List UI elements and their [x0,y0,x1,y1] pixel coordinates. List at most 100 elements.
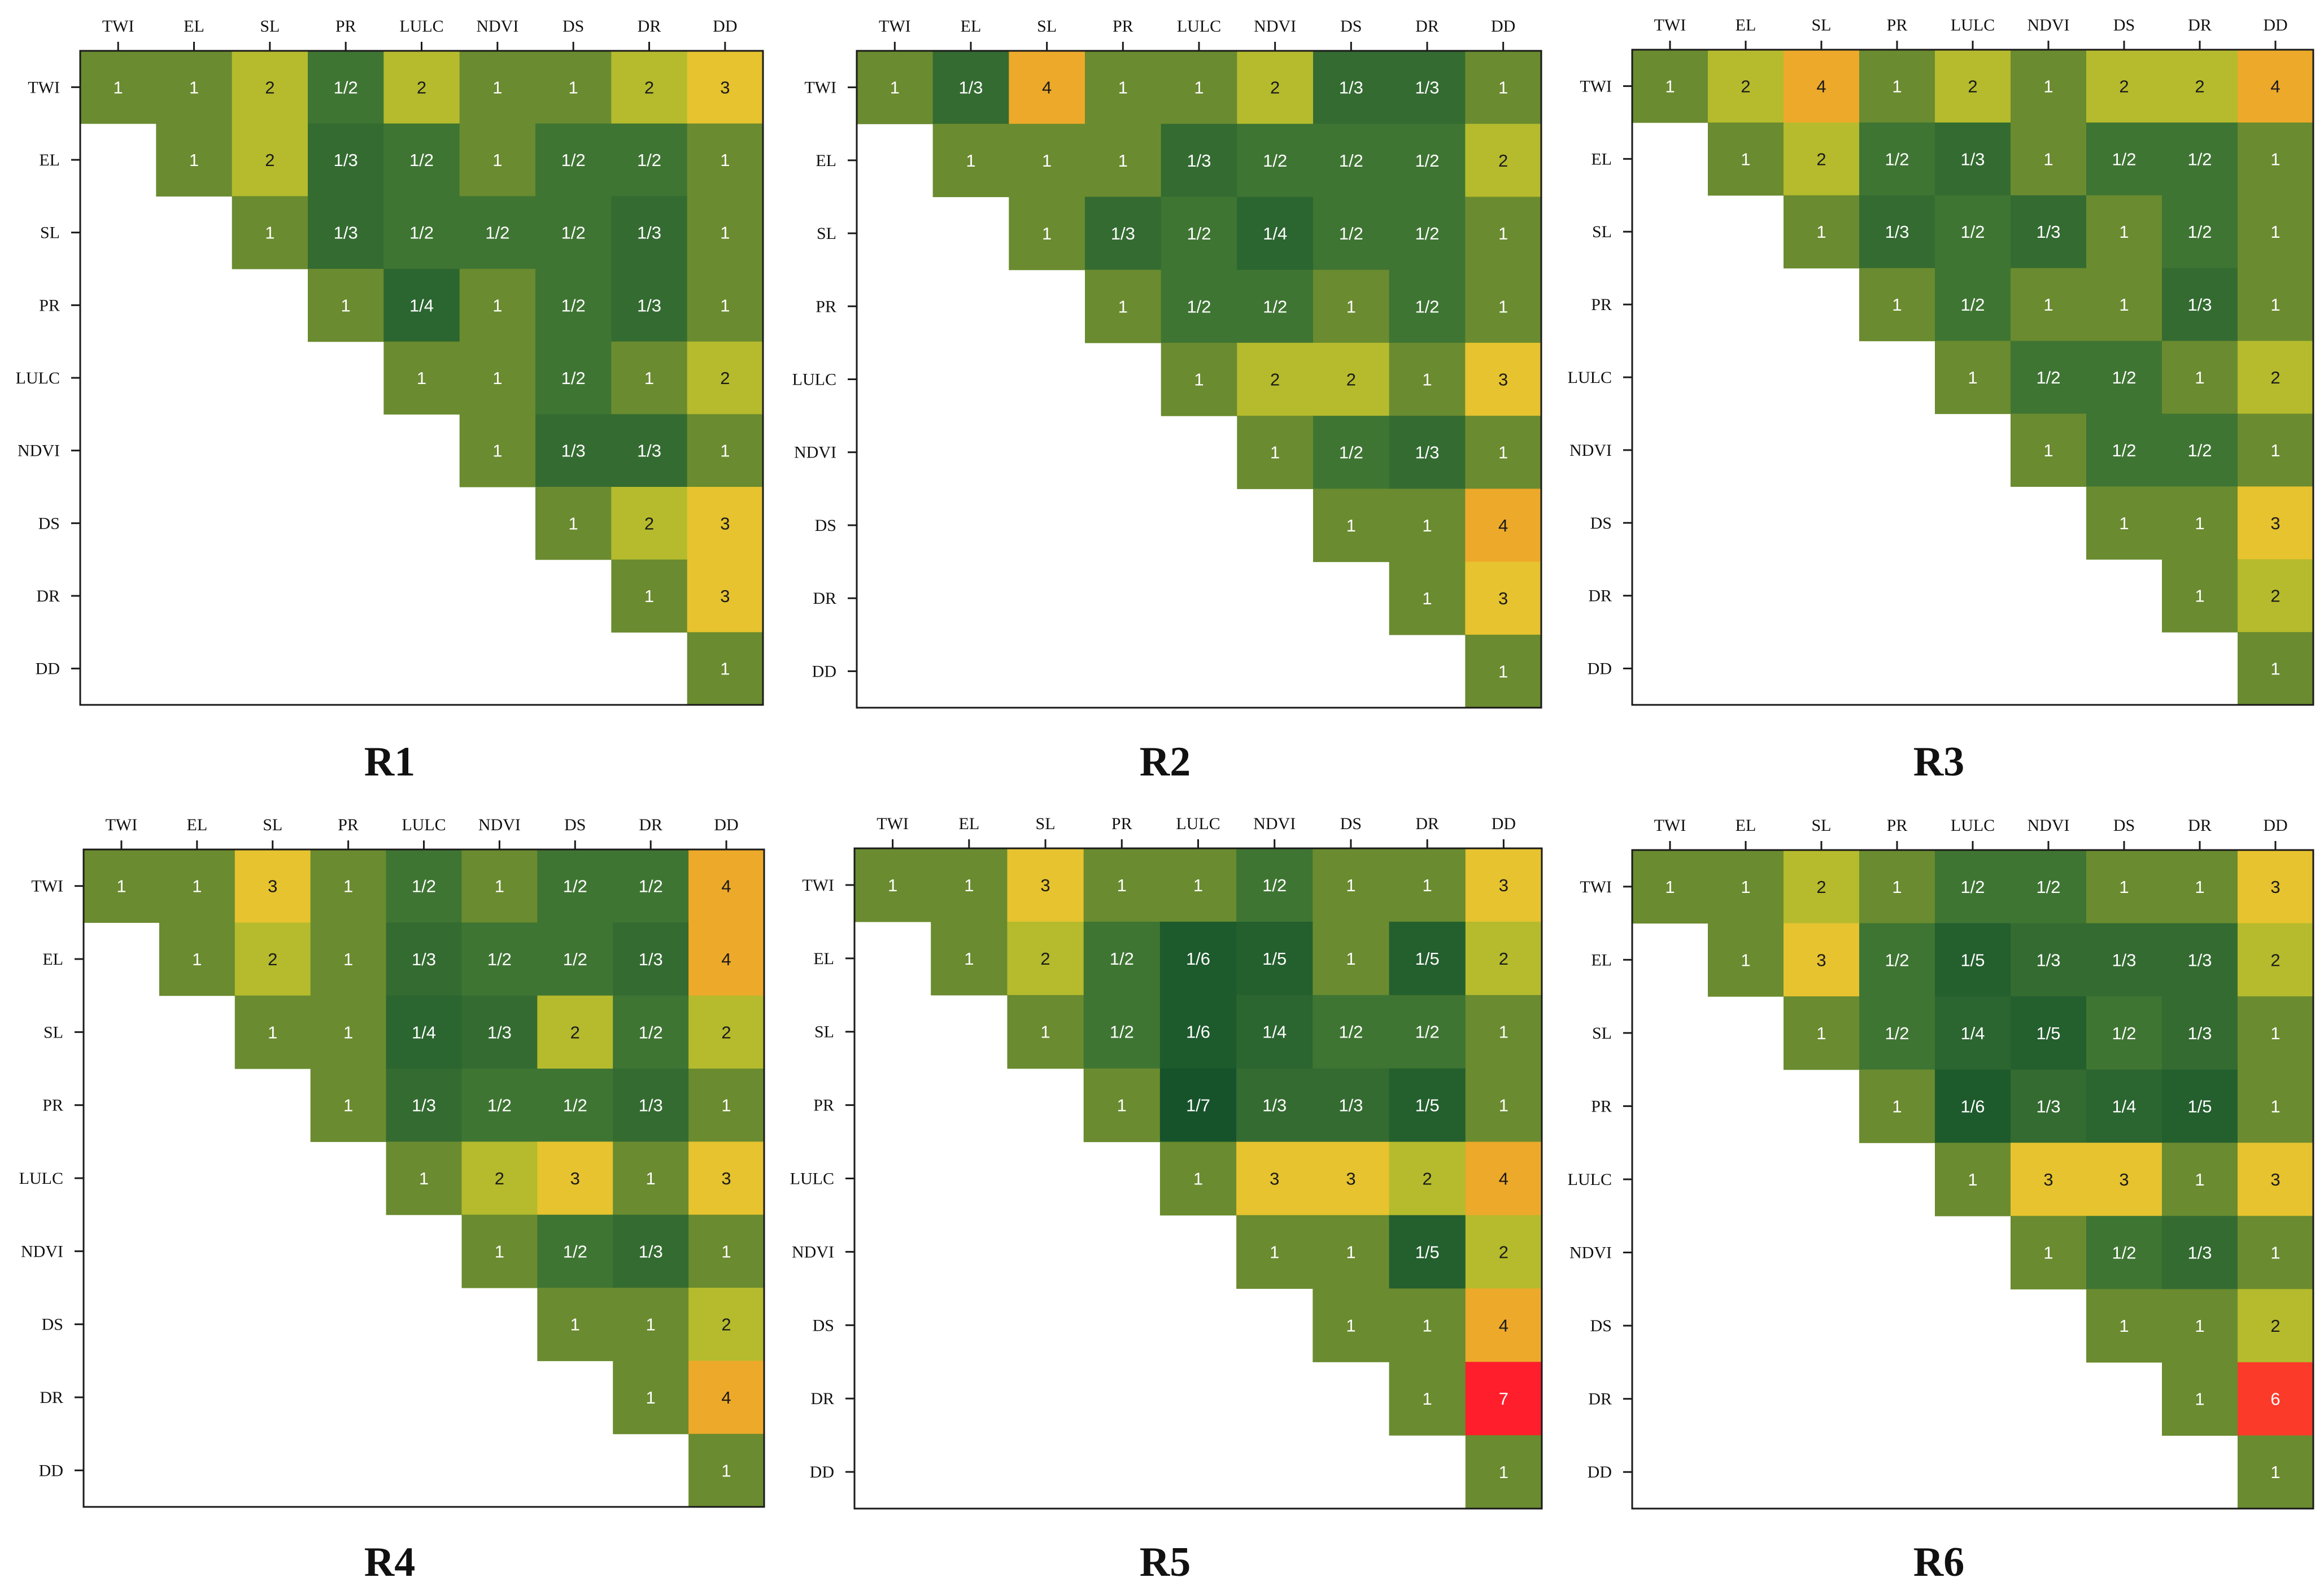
cell-value-label: 1 [192,877,202,896]
cell-value-label: 1 [1741,149,1750,169]
heatmap-cell [613,922,689,996]
cell-value-label: 1/2 [637,150,661,170]
heatmap-cell [1161,197,1237,271]
heatmap-cell [386,1141,463,1215]
heatmap-cell [1389,995,1466,1069]
cell-value-label: 1 [419,1169,429,1188]
cell-value-label: 1 [1741,950,1750,970]
heatmap-cell [537,1141,613,1215]
heatmap-cell [1313,269,1390,343]
cell-value-label: 3 [720,513,730,533]
heatmap-cell [1389,1141,1466,1216]
cell-value-label: 1/2 [1885,950,1909,970]
cell-value-label: 2 [265,150,274,170]
panel-title: R4 [364,1539,415,1585]
heatmap-cell [1859,850,1935,924]
heatmap-cell [2162,50,2238,123]
cell-value-label: 1 [720,295,730,315]
heatmap-cell [535,414,612,487]
cell-value-label: 1 [343,1096,353,1115]
heatmap-cell [2238,1143,2314,1217]
heatmap-cell [1159,848,1237,922]
cell-value-label: 1/2 [1415,151,1439,171]
y-tick-label: PR [42,1096,63,1115]
cell-value-label: 1/3 [1415,78,1439,98]
heatmap-cell [1465,921,1542,996]
heatmap-cell [1935,850,2011,924]
heatmap-cell [1313,124,1390,198]
y-tick-label: PR [816,297,836,316]
cell-value-label: 1/3 [412,1096,436,1115]
cell-value-label: 1/4 [1960,1023,1985,1043]
y-tick-label: PR [813,1096,834,1115]
cell-value-label: 1/2 [485,223,509,243]
y-tick-label: PR [1591,295,1612,314]
cell-value-label: 1/2 [1187,297,1211,316]
cell-value-label: 1 [2270,1096,2280,1116]
cell-value-label: 1 [1892,877,1902,897]
cell-value-label: 1 [2119,222,2129,242]
cell-value-label: 1 [1117,1096,1127,1115]
heatmap-cell [535,487,612,560]
cell-value-label: 1/3 [2187,950,2212,970]
heatmap-cell [386,1069,463,1142]
cell-value-label: 3 [1498,589,1508,608]
cell-value-label: 1 [1422,589,1432,608]
heatmap-cell [2162,1215,2238,1289]
heatmap-cell [2238,850,2314,924]
cell-value-label: 2 [495,1169,504,1188]
cell-value-label: 2 [1040,949,1050,969]
heatmap-cell [386,995,463,1069]
heatmap-cell [613,1361,689,1435]
heatmap-cell [2011,50,2087,123]
heatmap-cell [1708,850,1784,924]
x-tick-label: EL [1736,816,1756,835]
cell-value-label: 1/4 [412,1022,436,1042]
cell-value-label: 1 [2119,295,2129,315]
cell-value-label: 1 [492,441,502,461]
x-tick-label: SL [1036,814,1056,833]
cell-value-label: 1 [1499,1462,1508,1482]
cell-value-label: 1 [1498,443,1508,463]
y-tick-label: NDVI [1569,441,1612,460]
x-tick-label: TWI [877,814,909,833]
cell-value-label: 1/3 [487,1022,512,1042]
heatmap-cell [1465,51,1542,124]
cell-value-label: 1 [2195,513,2204,533]
heatmap-cell [459,341,536,415]
cell-value-label: 1 [2195,1316,2204,1336]
heatmap-cell [156,123,233,197]
cell-value-label: 2 [2119,76,2129,96]
cell-value-label: 1/3 [1415,443,1439,463]
heatmap-panel-r4: 1 1 3 1 1/2 1 1/2 1/2 4 1 2 1 1/3 1/2 1/2 1/3 4 1 1 1/4 1/3 2… [19,816,765,1585]
x-tick-label: LULC [1951,816,1995,835]
heatmap-panel-r1: 1 1 2 1/2 2 1 1 2 3 1 2 1/3 1/2 1 1/2 1/2 1 1 1/3 1/2 1/2 1/2… [16,17,764,785]
x-tick-label: DR [638,17,661,36]
x-tick-label: DD [713,17,737,36]
x-tick-label: EL [184,17,204,36]
heatmap-cell [535,196,612,269]
cell-value-label: 1 [1741,877,1750,897]
x-tick-label: DR [2188,16,2212,34]
y-tick-label: TWI [28,78,60,97]
y-tick-label: LULC [792,371,836,389]
heatmap-cell [687,196,764,269]
heatmap-cell [461,849,538,923]
heatmap-cell [1313,921,1390,996]
cell-value-label: 1 [1498,78,1508,98]
y-tick-label: SL [40,224,60,242]
heatmap-panel-r3: 1 2 4 1 2 1 2 2 4 1 2 1/2 1/3 1 1/2 1/2 1 1 1/3 1/2 1/3 1 1/2 1… [1568,16,2314,785]
cell-value-label: 1 [2043,1243,2053,1263]
x-tick-label: NDVI [1254,17,1296,36]
heatmap-cell [1313,995,1390,1069]
y-tick-label: LULC [16,369,60,387]
cell-value-label: 1/2 [1339,151,1363,171]
cell-value-label: 1 [495,1241,504,1261]
x-tick-label: SL [1037,17,1057,36]
cell-value-label: 1 [1422,370,1432,390]
heatmap-cell [2162,341,2238,415]
y-tick-label: DR [810,1389,834,1408]
y-tick-label: EL [1591,150,1612,168]
cell-value-label: 7 [1499,1389,1508,1409]
heatmap-cell [688,1433,765,1507]
